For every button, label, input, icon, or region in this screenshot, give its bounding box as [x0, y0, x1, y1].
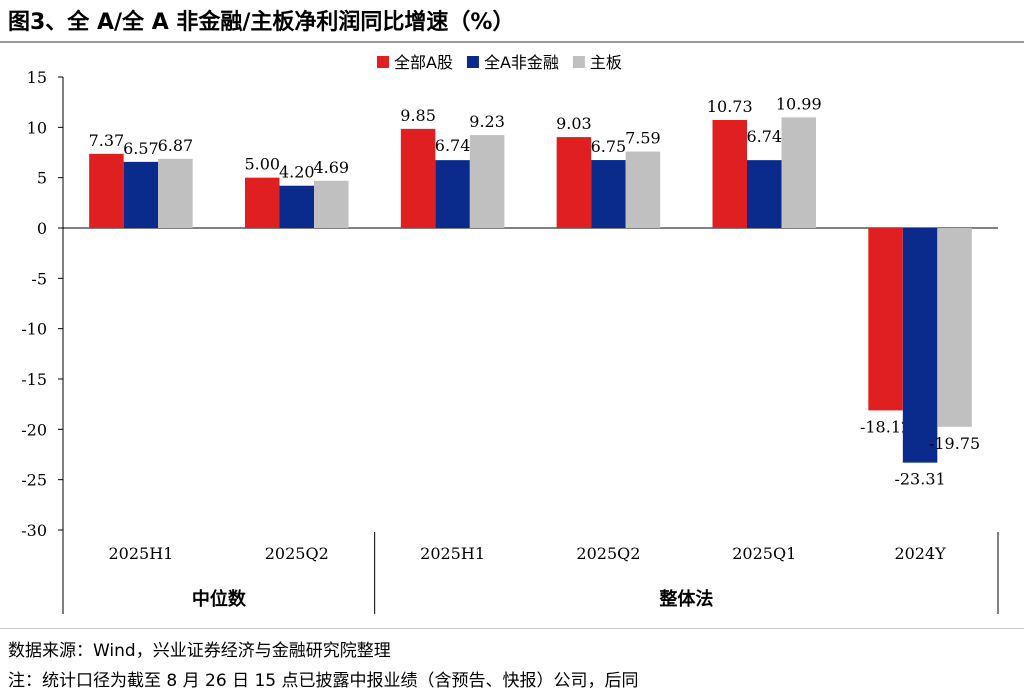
bar — [245, 177, 280, 228]
x-tick-label: 2025Q1 — [732, 544, 796, 563]
data-label: 6.87 — [158, 136, 194, 155]
data-label: 6.74 — [435, 136, 471, 155]
y-tick-label: -10 — [21, 320, 47, 339]
legend-label: 全部A股 — [394, 53, 453, 72]
x-tick-label: 2024Y — [894, 544, 946, 563]
bar — [781, 117, 816, 228]
y-tick-label: 10 — [27, 118, 47, 137]
bar — [123, 161, 159, 228]
y-tick-label: -15 — [21, 370, 47, 389]
legend-swatch — [377, 56, 389, 68]
bar — [937, 228, 972, 427]
bar — [625, 151, 661, 228]
data-label: 6.57 — [123, 139, 159, 158]
legend-label: 全A非金融 — [484, 53, 559, 72]
data-label: -18.12 — [860, 417, 911, 436]
data-label: 9.85 — [400, 106, 436, 125]
footer-divider — [0, 628, 1024, 629]
bar — [868, 228, 903, 411]
title-divider — [0, 41, 1024, 43]
x-tick-label: 2025Q2 — [265, 544, 329, 563]
data-label: 4.69 — [313, 158, 349, 177]
data-label: 10.99 — [776, 94, 822, 113]
bar-chart: 15 10 5 0 -5 -10 -15 -20 -25 -30 7.376.576.87 2025H… — [21, 53, 999, 614]
bar — [556, 137, 592, 228]
bar — [902, 228, 938, 463]
y-tick-label: -30 — [21, 521, 47, 540]
data-source-text: 数据来源：Wind，兴业证券经济与金融研究院整理 — [8, 641, 391, 661]
chart-title: 图3、全 A/全 A 非金融/主板净利润同比增速（%） — [8, 10, 515, 35]
group-label: 中位数 — [192, 588, 247, 610]
data-label: 10.73 — [707, 97, 753, 116]
y-tick-label: -20 — [21, 420, 47, 439]
bar — [435, 160, 470, 228]
legend-swatch — [572, 56, 585, 68]
data-label: -19.75 — [929, 434, 980, 453]
data-label: 6.74 — [746, 127, 782, 146]
y-tick-label: -25 — [21, 471, 47, 490]
y-tick-label: 15 — [27, 68, 47, 87]
bar — [712, 119, 747, 228]
bar — [279, 185, 314, 228]
data-label: 9.23 — [469, 112, 505, 131]
group-label: 整体法 — [658, 588, 713, 610]
x-tick-label: 2025H1 — [108, 544, 173, 563]
footnote-text: 注：统计口径为截至 8 月 26 日 15 点已披露中报业绩（含预告、快报）公司… — [8, 671, 639, 691]
data-label: 6.75 — [591, 137, 627, 156]
bar — [591, 160, 626, 228]
bar — [747, 160, 782, 228]
legend-label: 主板 — [590, 53, 622, 72]
bar — [400, 128, 436, 228]
bar — [469, 135, 505, 228]
data-label: 9.03 — [556, 114, 592, 133]
y-tick-label: -5 — [31, 269, 47, 288]
legend-swatch — [466, 56, 479, 68]
y-tick-label: 5 — [37, 169, 47, 188]
bar — [89, 153, 124, 228]
data-label: 5.00 — [244, 155, 280, 174]
bar — [158, 158, 193, 228]
data-label: 7.59 — [625, 129, 661, 148]
data-label: -23.31 — [894, 470, 945, 489]
y-tick-label: 0 — [37, 219, 47, 238]
data-label: 7.37 — [89, 131, 125, 150]
data-label: 4.20 — [279, 163, 315, 182]
x-tick-label: 2025Q2 — [576, 544, 640, 563]
bar — [314, 180, 349, 228]
x-tick-label: 2025H1 — [420, 544, 485, 563]
